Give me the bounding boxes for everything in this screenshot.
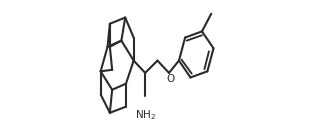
Text: NH$_2$: NH$_2$ (135, 108, 156, 122)
Text: O: O (167, 74, 175, 84)
